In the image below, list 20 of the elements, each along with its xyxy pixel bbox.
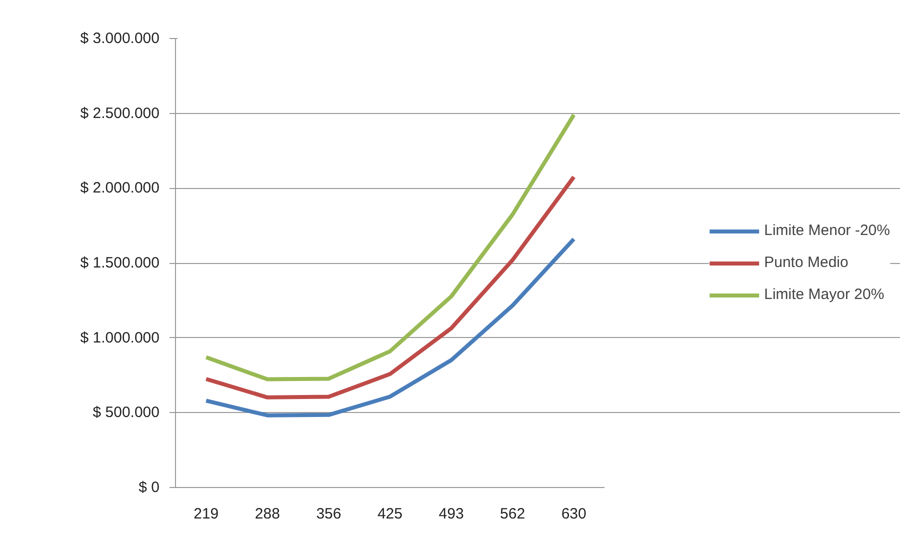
y-tick-label: $ 2.500.000 — [80, 104, 160, 122]
y-tick-label: $ 2.000.000 — [80, 180, 160, 197]
y-tick-label: $ 1.500.000 — [80, 254, 160, 272]
y-tick-label: $ 3.000.000 — [80, 30, 160, 47]
x-tick-label: 493 — [438, 506, 464, 522]
x-tick-label: 562 — [500, 506, 526, 522]
x-tick-label: 219 — [194, 506, 219, 522]
x-tick-label: 288 — [254, 506, 280, 522]
x-tick-label: 425 — [377, 506, 403, 522]
x-tick-label: 356 — [316, 506, 342, 522]
y-tick-label: $ 0 — [138, 479, 160, 496]
line-series — [204, 174, 576, 400]
line-series — [204, 112, 576, 382]
legend-label: Punto Medio — [764, 254, 848, 271]
legend-label: Limite Mayor 20% — [764, 286, 884, 303]
x-tick-label: 630 — [561, 506, 586, 522]
y-tick-label: $ 1.000.000 — [80, 329, 160, 346]
line-series — [204, 237, 576, 418]
legend-label: Limite Menor -20% — [764, 222, 890, 239]
y-tick-label: $ 500.000 — [92, 404, 160, 422]
